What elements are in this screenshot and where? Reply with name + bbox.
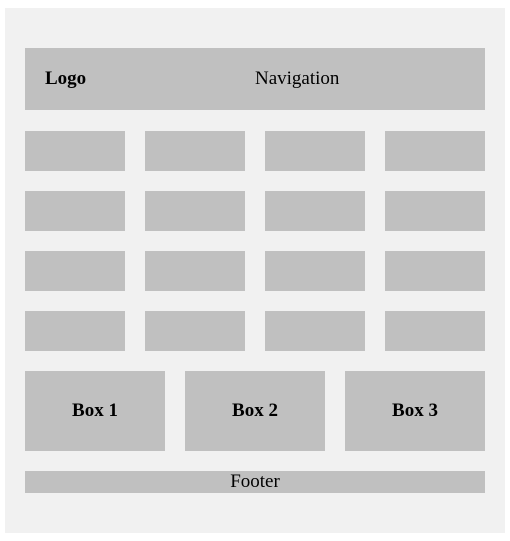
grid-cell-r1-c2 — [145, 131, 245, 171]
page-layout-wireframe: Logo Navigation Box 1 Box 2 Box 3 Footer — [5, 8, 505, 533]
grid-cell-r2-c4 — [385, 191, 485, 231]
content-grid — [25, 131, 485, 351]
grid-cell-r2-c3 — [265, 191, 365, 231]
grid-cell-r1-c4 — [385, 131, 485, 171]
grid-cell-r4-c3 — [265, 311, 365, 351]
footer: Footer — [25, 471, 485, 493]
box-3: Box 3 — [345, 371, 485, 451]
logo[interactable]: Logo — [45, 68, 87, 89]
grid-cell-r3-c4 — [385, 251, 485, 291]
grid-cell-r2-c1 — [25, 191, 125, 231]
grid-cell-r4-c2 — [145, 311, 245, 351]
grid-cell-r1-c3 — [265, 131, 365, 171]
feature-boxes: Box 1 Box 2 Box 3 — [25, 371, 485, 451]
grid-cell-r3-c2 — [145, 251, 245, 291]
grid-cell-r4-c1 — [25, 311, 125, 351]
grid-cell-r1-c1 — [25, 131, 125, 171]
grid-cell-r3-c3 — [265, 251, 365, 291]
grid-cell-r3-c1 — [25, 251, 125, 291]
navigation[interactable]: Navigation — [255, 68, 340, 89]
box-2: Box 2 — [185, 371, 325, 451]
header-bar: Logo Navigation — [25, 48, 485, 110]
grid-cell-r4-c4 — [385, 311, 485, 351]
grid-cell-r2-c2 — [145, 191, 245, 231]
box-1: Box 1 — [25, 371, 165, 451]
